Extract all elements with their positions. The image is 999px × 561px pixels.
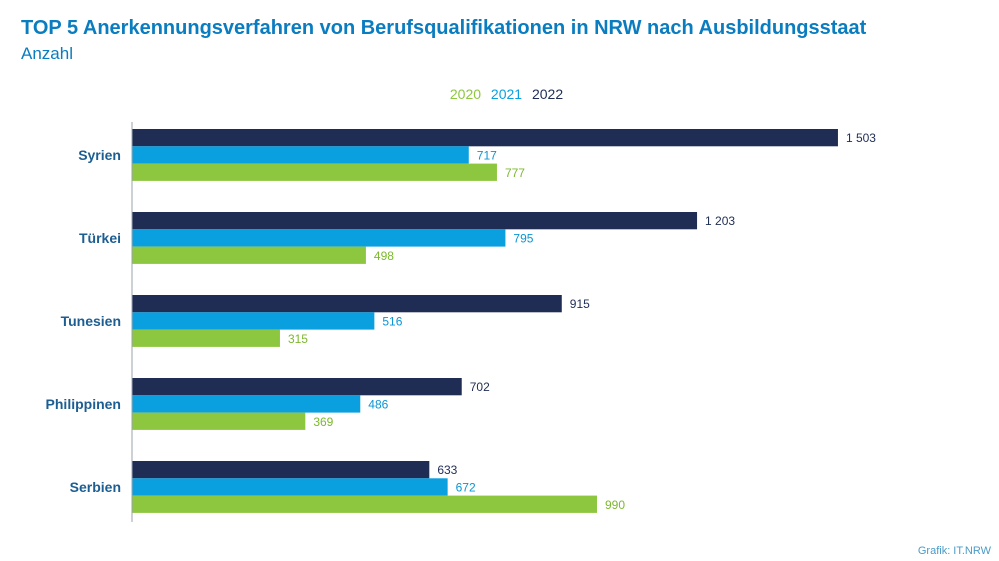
legend-item-2021: 2021 — [490, 86, 523, 102]
category-label-philippinen: Philippinen — [46, 396, 121, 412]
legend-item-2022: 2022 — [531, 86, 564, 102]
chart-source: Grafik: IT.NRW — [917, 545, 991, 557]
data-label-2022-tunesien: 915 — [570, 297, 590, 311]
data-label-2020-serbien: 990 — [605, 498, 625, 512]
data-label-2020-tunesien: 315 — [288, 332, 308, 346]
data-label-2021-türkei: 795 — [513, 231, 533, 245]
bar-2022-serbien — [132, 461, 430, 479]
chart-legend: 2020 2021 2022 — [0, 86, 999, 102]
legend-item-2020: 2020 — [449, 86, 482, 102]
data-label-2022-philippinen: 702 — [470, 380, 490, 394]
bar-2020-serbien — [132, 495, 598, 513]
data-label-2021-serbien: 672 — [456, 480, 476, 494]
category-label-tunesien: Tunesien — [61, 313, 121, 329]
bar-2021-philippinen — [132, 395, 361, 413]
bar-2021-türkei — [132, 229, 506, 247]
category-label-serbien: Serbien — [70, 479, 121, 495]
bar-2022-philippinen — [132, 378, 462, 396]
chart-subtitle: Anzahl — [21, 44, 73, 63]
category-label-syrien: Syrien — [78, 147, 121, 163]
chart-title: TOP 5 Anerkennungsverfahren von Berufsqu… — [21, 17, 867, 39]
data-label-2021-syrien: 717 — [477, 148, 497, 162]
bar-2022-syrien — [132, 129, 838, 147]
bar-2021-tunesien — [132, 312, 375, 330]
bar-2020-syrien — [132, 163, 497, 181]
data-label-2022-serbien: 633 — [437, 463, 457, 477]
bar-2020-philippinen — [132, 412, 306, 430]
data-label-2020-türkei: 498 — [374, 249, 394, 263]
category-label-türkei: Türkei — [79, 230, 121, 246]
bar-2021-serbien — [132, 478, 448, 496]
data-label-2022-türkei: 1 203 — [705, 214, 735, 228]
data-label-2020-syrien: 777 — [505, 166, 525, 180]
data-label-2020-philippinen: 369 — [313, 415, 333, 429]
bar-2022-türkei — [132, 212, 698, 230]
bar-2020-tunesien — [132, 329, 280, 347]
data-label-2021-philippinen: 486 — [368, 397, 388, 411]
data-label-2022-syrien: 1 503 — [846, 131, 876, 145]
bar-2022-tunesien — [132, 295, 562, 313]
bar-2020-türkei — [132, 246, 366, 264]
data-label-2021-tunesien: 516 — [382, 314, 402, 328]
bar-2021-syrien — [132, 146, 469, 164]
